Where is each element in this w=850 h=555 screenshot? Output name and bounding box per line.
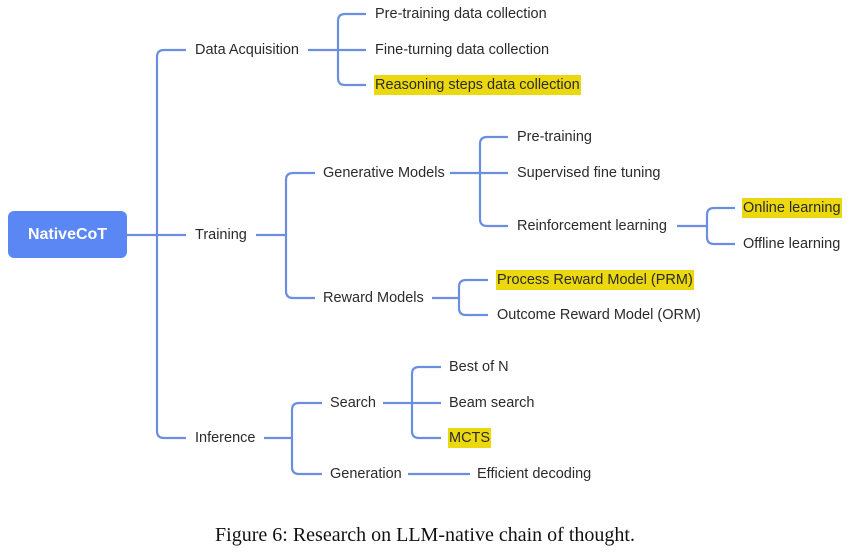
node-finetuning-data: Fine-turning data collection — [375, 42, 550, 58]
search-connector-branch — [410, 403, 441, 440]
node-generative-models: Generative Models — [323, 165, 445, 181]
node-online-learning: Online learning — [742, 198, 842, 218]
rl-connector-branch — [705, 206, 735, 226]
node-orm: Outcome Reward Model (ORM) — [497, 307, 701, 323]
data-acquisition-connector-branch — [336, 12, 366, 50]
root-node: NativeCoT — [8, 211, 127, 258]
root-connector-branch — [155, 48, 186, 235]
training-connector-branch — [284, 171, 315, 235]
data-acquisition-connector-branch — [336, 50, 366, 87]
node-search: Search — [330, 395, 376, 411]
reward-connector-branch — [457, 278, 488, 298]
node-reasoning-data: Reasoning steps data collection — [374, 75, 581, 95]
reward-connector-branch — [457, 298, 488, 317]
node-training: Training — [195, 227, 247, 243]
inference-connector-branch — [290, 401, 322, 438]
generative-connector-branch — [478, 173, 508, 228]
node-inference: Inference — [195, 430, 256, 446]
node-offline-learning: Offline learning — [743, 236, 841, 252]
node-beam-search: Beam search — [449, 395, 535, 411]
search-connector-branch — [410, 365, 441, 403]
node-mcts: MCTS — [448, 428, 492, 448]
node-pretraining-data: Pre-training data collection — [375, 6, 547, 22]
inference-connector-branch — [290, 438, 322, 476]
node-generation: Generation — [330, 466, 402, 482]
node-best-of-n: Best of N — [449, 359, 509, 375]
node-efficient-decoding: Efficient decoding — [477, 466, 592, 482]
node-prm: Process Reward Model (PRM) — [496, 270, 694, 290]
root-connector-branch — [155, 235, 186, 440]
figure-caption: Figure 6: Research on LLM-native chain o… — [215, 524, 635, 546]
rl-connector-branch — [705, 226, 735, 246]
training-connector-branch — [284, 235, 315, 300]
node-pretraining: Pre-training — [517, 129, 592, 145]
node-sft: Supervised fine tuning — [517, 165, 661, 181]
node-data-acquisition: Data Acquisition — [195, 42, 299, 58]
node-rl: Reinforcement learning — [517, 218, 667, 234]
generative-connector-branch — [478, 135, 508, 173]
node-reward-models: Reward Models — [323, 290, 424, 306]
